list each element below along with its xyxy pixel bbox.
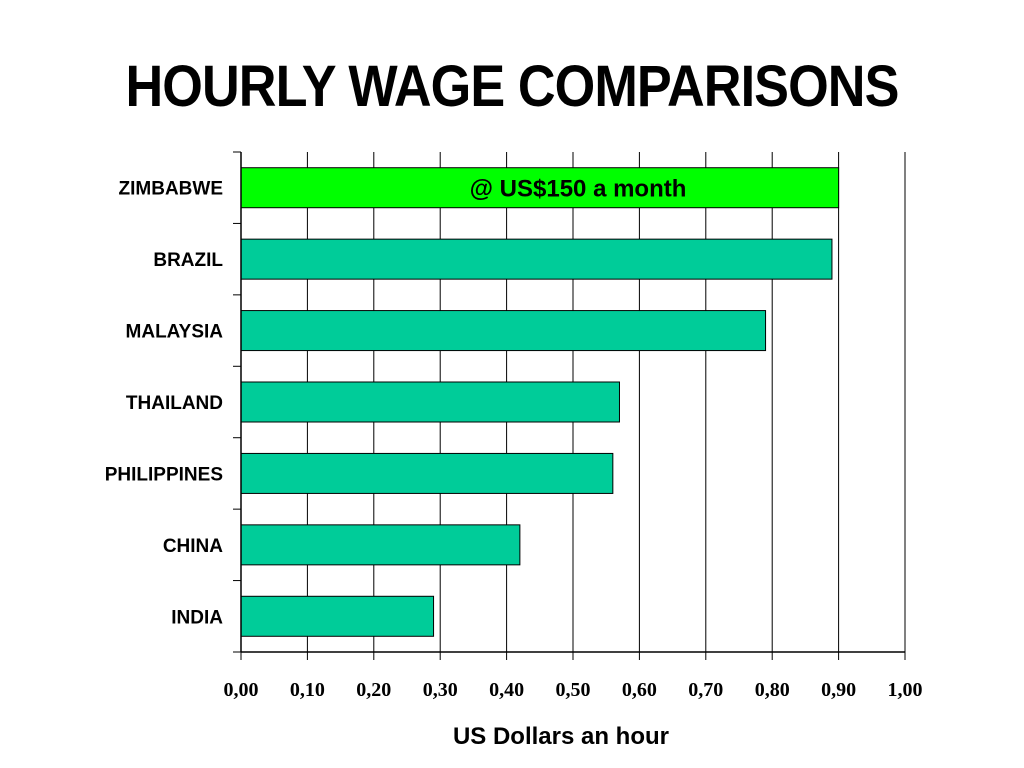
x-tick-label: 0,90	[821, 679, 856, 701]
x-tick-label: 1,00	[888, 679, 923, 701]
chart-title: HOURLY WAGE COMPARISONS	[125, 54, 899, 119]
bar-philippines	[240, 452, 614, 494]
bar-china	[240, 524, 521, 566]
category-label: ZIMBABWE	[119, 179, 223, 200]
category-label: THAILAND	[126, 393, 223, 414]
category-label: MALAYSIA	[126, 322, 224, 343]
bar-thailand	[240, 381, 620, 423]
x-tick-label: 0,50	[556, 679, 591, 701]
labels: 0,00 0,10 0,20 0,30 0,40 0,50 0,60 0,70 0,80 0,90…	[105, 176, 923, 750]
x-tick-label: 0,30	[423, 679, 458, 701]
category-label: BRAZIL	[153, 250, 223, 271]
bar-brazil	[240, 238, 833, 280]
bar-malaysia	[240, 310, 767, 352]
x-tick-label: 0,70	[688, 679, 723, 701]
x-tick-label: 0,20	[356, 679, 391, 701]
bar-india	[240, 595, 435, 637]
x-tick-label: 0,00	[224, 679, 259, 701]
x-axis-label: US Dollars an hour	[453, 723, 669, 750]
bar-annotation: @ US$150 a month	[470, 176, 687, 203]
category-label: PHILIPPINES	[105, 464, 223, 485]
x-tick-label: 0,60	[622, 679, 657, 701]
x-tick-label: 0,80	[755, 679, 790, 701]
category-label: INDIA	[171, 607, 223, 628]
x-tick-label: 0,40	[489, 679, 524, 701]
bar-zimbabwe	[240, 167, 840, 209]
x-tick-label: 0,10	[290, 679, 325, 701]
category-label: CHINA	[163, 536, 223, 557]
axes	[233, 151, 906, 660]
bars	[240, 167, 840, 637]
